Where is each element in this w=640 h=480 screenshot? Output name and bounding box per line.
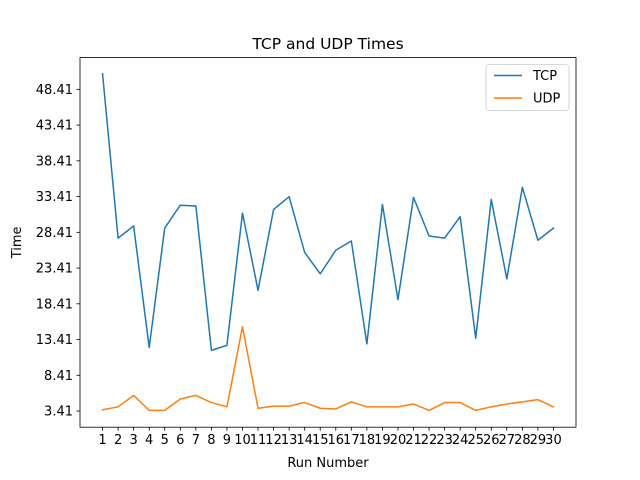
x-tick-label: 14 (296, 433, 313, 448)
x-tick-label: 18 (359, 433, 376, 448)
y-tick-label: 43.41 (36, 119, 73, 134)
y-tick-label: 18.41 (36, 297, 73, 312)
x-tick-label: 16 (328, 433, 345, 448)
y-tick-label: 3.41 (44, 405, 73, 420)
plot-area (80, 57, 576, 428)
series-line-tcp (101, 72, 555, 352)
y-tick-label: 48.41 (36, 83, 73, 98)
x-axis-label: Run Number (287, 456, 369, 471)
x-tick-label: 4 (145, 433, 153, 448)
x-tick-label: 8 (207, 433, 215, 448)
x-tick-label: 10 (234, 433, 251, 448)
y-tick-label: 23.41 (36, 262, 73, 277)
x-tick-label: 9 (223, 433, 231, 448)
y-tick-label: 13.41 (36, 333, 73, 348)
plot-frame (79, 57, 577, 428)
x-tick-label: 7 (192, 433, 200, 448)
series-line-udp (101, 326, 555, 412)
series-layer (101, 72, 555, 412)
y-tick-label: 8.41 (44, 369, 73, 384)
x-tick-label: 30 (545, 433, 562, 448)
legend-udp-label: UDP (533, 92, 561, 107)
y-tick-label: 38.41 (36, 154, 73, 169)
x-tick-label: 28 (514, 433, 531, 448)
x-tick-label: 21 (405, 433, 422, 448)
y-axis-label: Time (10, 226, 25, 259)
legend: TCP UDP (485, 64, 570, 111)
legend-tcp-label: TCP (532, 69, 557, 84)
x-tick-label: 13 (281, 433, 298, 448)
x-tick-label: 23 (436, 433, 453, 448)
x-tick-label: 11 (250, 433, 267, 448)
x-tick-label: 12 (265, 433, 282, 448)
x-tick-label: 6 (176, 433, 184, 448)
x-tick-label: 27 (499, 433, 516, 448)
x-tick-label: 15 (312, 433, 329, 448)
x-tick-label: 5 (161, 433, 169, 448)
x-tick-label: 22 (421, 433, 438, 448)
x-tick-label: 2 (114, 433, 122, 448)
x-tick-label: 24 (452, 433, 469, 448)
ticks-layer: 1 2 3 4 5 6 7 8 9 10 11 12 13 14 15 16 17 18 19 20 21 22 23 24 2… (36, 83, 562, 448)
x-tick-label: 19 (374, 433, 391, 448)
y-tick-label: 28.41 (36, 226, 73, 241)
x-tick-label: 25 (467, 433, 484, 448)
x-tick-label: 29 (530, 433, 547, 448)
y-tick-label: 33.41 (36, 190, 73, 205)
x-tick-label: 17 (343, 433, 360, 448)
x-tick-label: 20 (390, 433, 407, 448)
x-tick-label: 26 (483, 433, 500, 448)
chart-title: TCP and UDP Times (251, 35, 403, 53)
x-tick-label: 1 (98, 433, 106, 448)
x-tick-label: 3 (130, 433, 138, 448)
